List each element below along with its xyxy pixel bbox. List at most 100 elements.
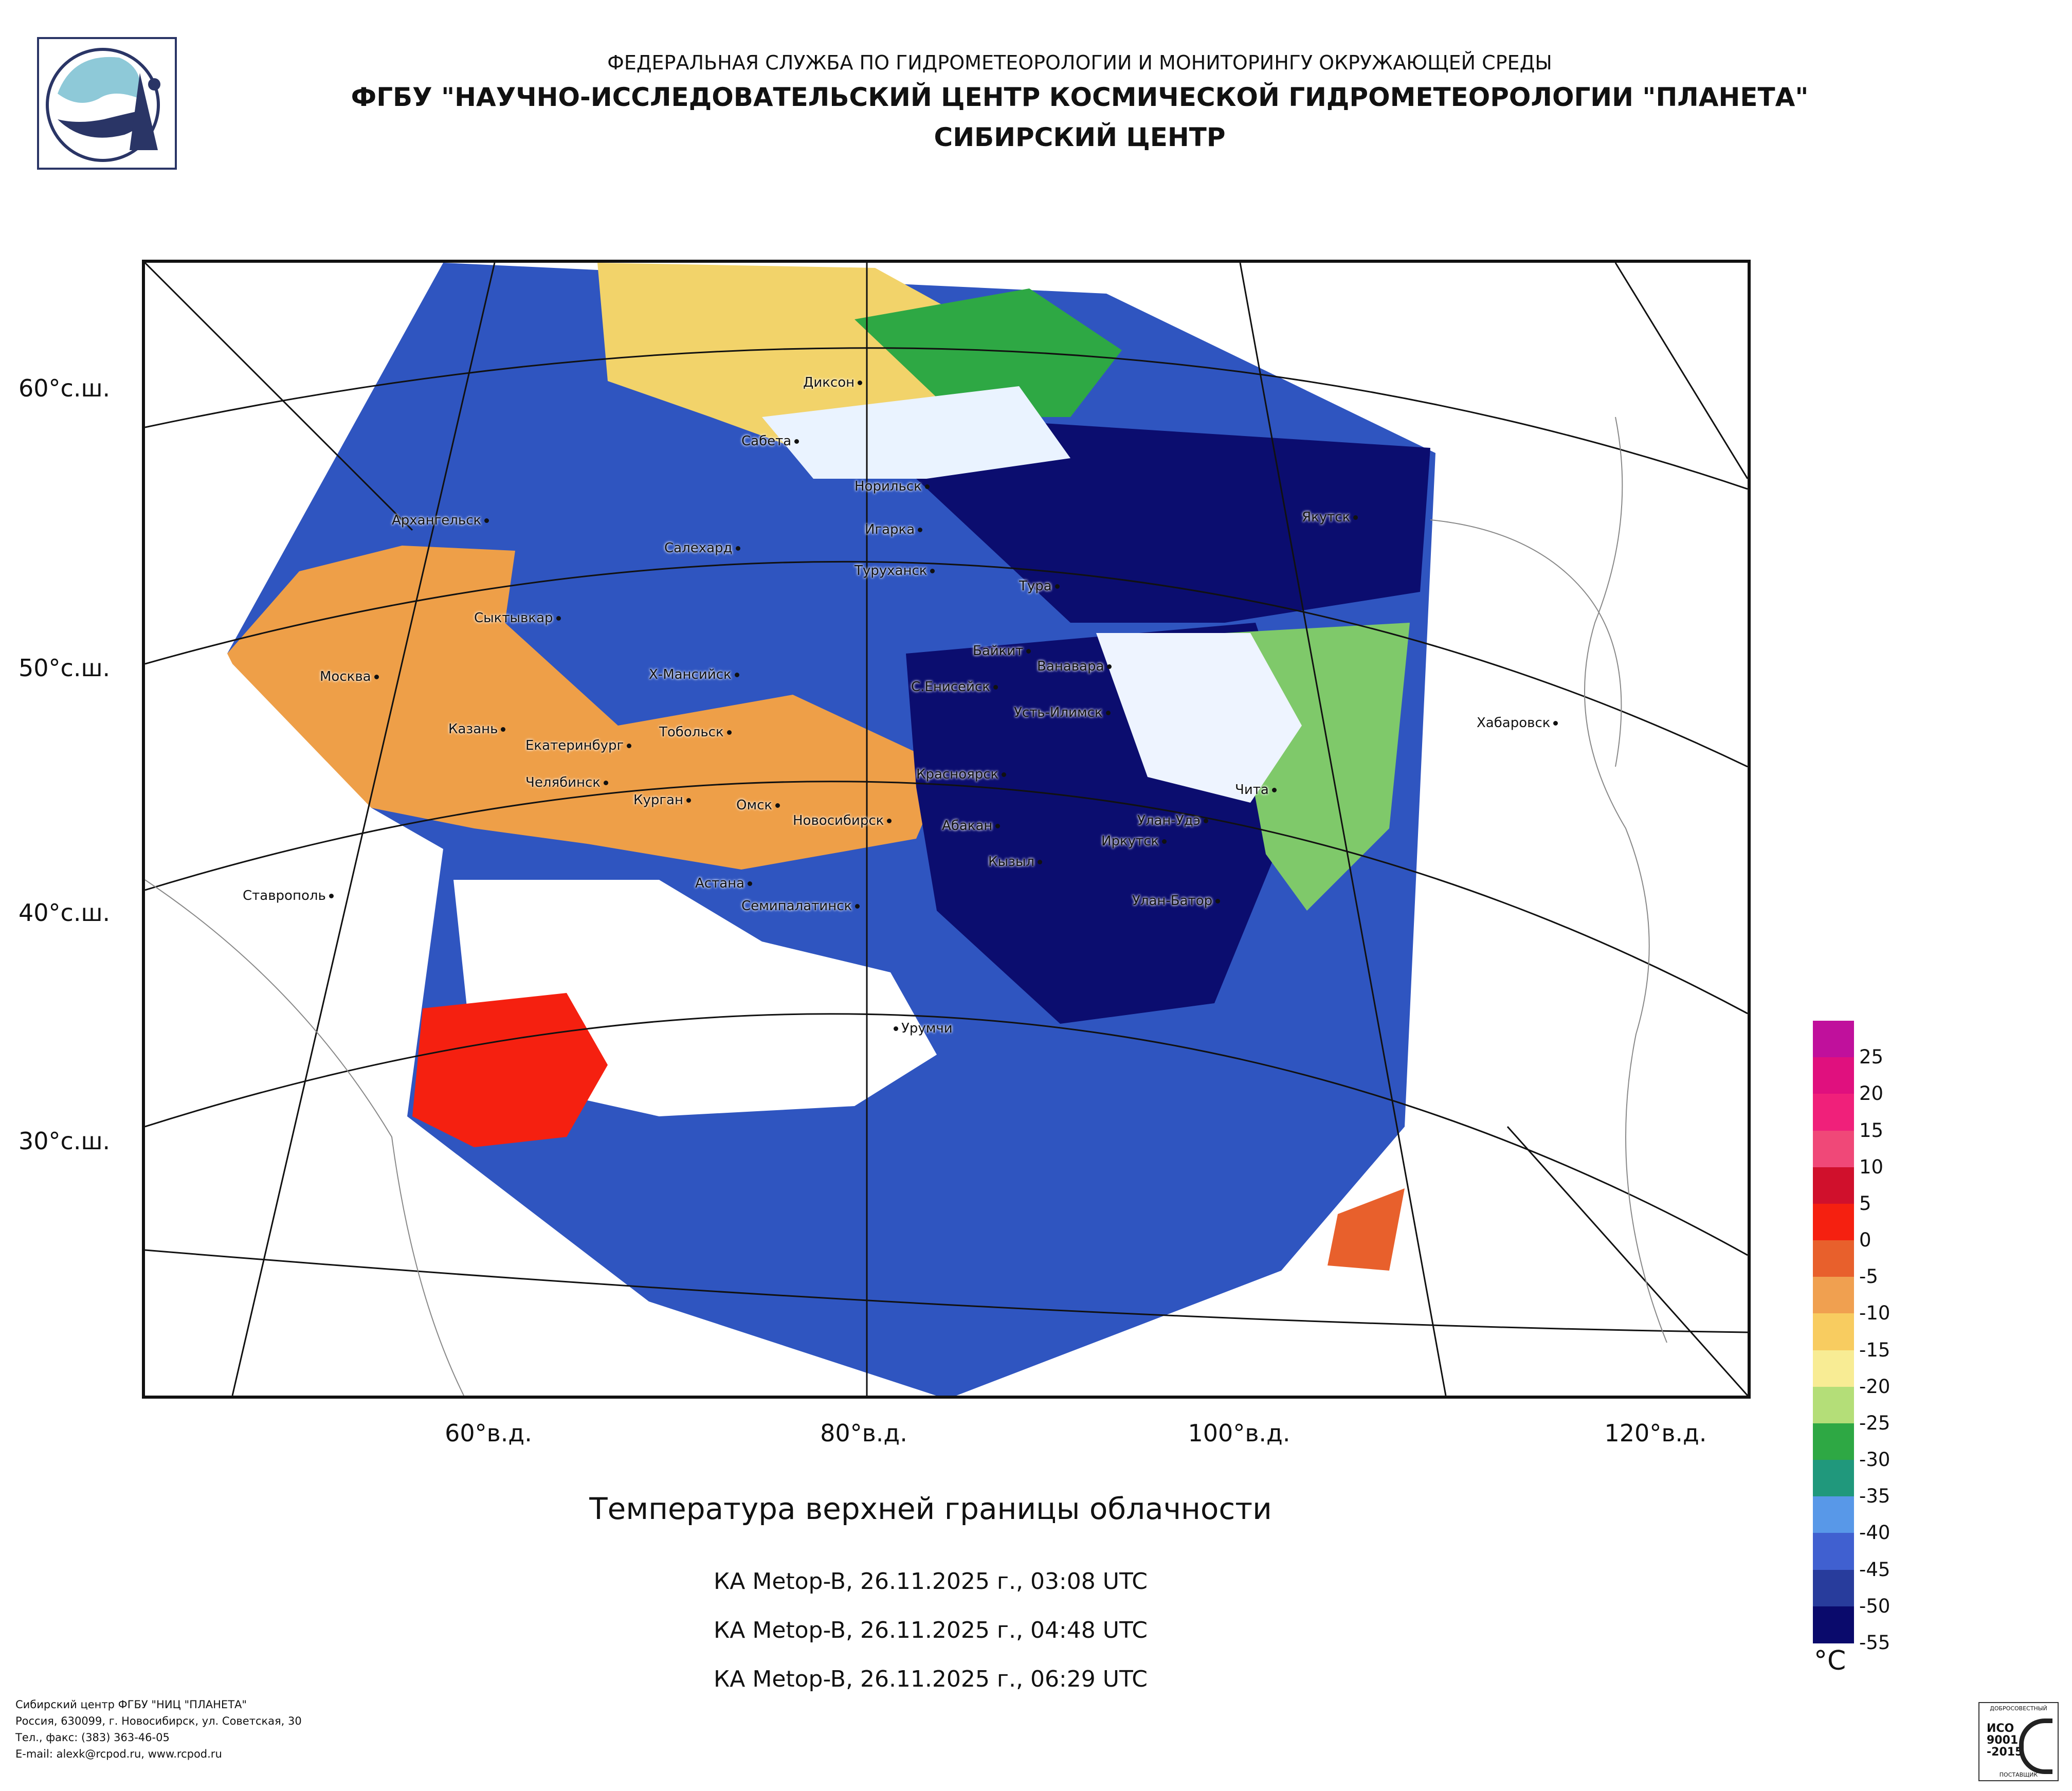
footer-line: E-mail: alexk@rcpod.ru, www.rcpod.ru <box>15 1748 222 1760</box>
city-label: Казань <box>448 721 508 737</box>
legend-swatch <box>1813 1021 1854 1058</box>
city-label: Диксон <box>803 375 865 390</box>
legend-label: -20 <box>1859 1375 1891 1398</box>
legend-swatch <box>1813 1057 1854 1095</box>
legend-swatch <box>1813 1167 1854 1204</box>
footer-line: Сибирский центр ФГБУ "НИЦ "ПЛАНЕТА" <box>15 1698 247 1711</box>
city-label: Улан-Батор <box>1132 893 1223 909</box>
city-label: Новосибирск <box>793 813 895 828</box>
city-label: Сабета <box>741 433 802 449</box>
latitude-label: 50°с.ш. <box>19 654 111 682</box>
longitude-label: 100°в.д. <box>1188 1419 1291 1447</box>
city-label: Х-Мансийск <box>649 667 742 682</box>
city-label: Урумчи <box>890 1021 953 1036</box>
legend-label: -55 <box>1859 1632 1891 1654</box>
cloud-top-temperature-map: Диксон Сабета Норильск Якутск Архангельс… <box>142 260 1751 1399</box>
center-name: СИБИРСКИЙ ЦЕНТР <box>934 122 1226 152</box>
legend-label: -25 <box>1859 1412 1891 1434</box>
iso-top: ДОБРОСОВЕСТНЫЙ <box>1990 1705 2047 1712</box>
legend-swatch <box>1813 1423 1854 1461</box>
satellite-pass: КА Metop-B, 26.11.2025 г., 06:29 UTC <box>714 1666 1148 1692</box>
iso-line: 9001 <box>1987 1734 2019 1747</box>
legend-label: 15 <box>1859 1119 1884 1142</box>
city-label: Абакан <box>942 818 1003 834</box>
legend-label: -45 <box>1859 1558 1891 1581</box>
city-label: Игарка <box>865 522 925 537</box>
legend-swatch <box>1813 1460 1854 1497</box>
city-label: Екатеринбург <box>525 738 634 753</box>
city-label: Москва <box>320 669 382 684</box>
institute-name: ФГБУ "НАУЧНО-ИССЛЕДОВАТЕЛЬСКИЙ ЦЕНТР КОС… <box>351 82 1809 112</box>
legend-swatch <box>1813 1094 1854 1131</box>
iso-line: ИСО <box>1987 1722 2014 1735</box>
map-canvas <box>145 263 1748 1396</box>
latitude-label: 30°с.ш. <box>19 1127 111 1155</box>
legend-label: -30 <box>1859 1449 1891 1471</box>
city-label: Салехард <box>664 540 743 556</box>
legend-label: 20 <box>1859 1082 1884 1105</box>
legend-swatch <box>1813 1533 1854 1570</box>
city-label: Челябинск <box>525 775 611 790</box>
city-label: Архангельск <box>392 513 492 528</box>
iso-bottom: ПОСТАВЩИК <box>1999 1771 2038 1778</box>
city-label: Байкит <box>973 643 1034 659</box>
footer-line: Тел., факс: (383) 363-46-05 <box>15 1731 170 1744</box>
city-label: Улан-Удэ <box>1137 813 1211 828</box>
city-label: Усть-Илимск <box>1014 705 1114 720</box>
legend-unit: °C <box>1814 1645 1846 1676</box>
city-label: Хабаровск <box>1477 715 1561 731</box>
legend-swatch <box>1813 1277 1854 1314</box>
city-label: Кызыл <box>988 854 1045 870</box>
city-label: Сыктывкар <box>474 610 564 626</box>
longitude-label: 120°в.д. <box>1604 1419 1707 1447</box>
legend-swatch <box>1813 1313 1854 1351</box>
agency-name: ФЕДЕРАЛЬНАЯ СЛУЖБА ПО ГИДРОМЕТЕОРОЛОГИИ … <box>607 51 1552 74</box>
legend-swatch <box>1813 1569 1854 1607</box>
city-label: Якутск <box>1302 510 1361 525</box>
iso-text: ИСО 9001 -2015 <box>1987 1723 2023 1758</box>
iso-certificate-badge: ДОБРОСОВЕСТНЫЙ ИСО 9001 -2015 ПОСТАВЩИК <box>1978 1702 2059 1781</box>
city-label: Норильск <box>855 479 933 494</box>
city-label: Туруханск <box>855 563 938 578</box>
longitude-label: 80°в.д. <box>820 1419 907 1447</box>
latitude-label: 40°с.ш. <box>19 899 111 927</box>
city-label: Омск <box>736 798 783 813</box>
legend-label: -15 <box>1859 1338 1891 1361</box>
legend-label: -35 <box>1859 1485 1891 1508</box>
legend-label: -40 <box>1859 1522 1891 1544</box>
legend-swatch <box>1813 1203 1854 1241</box>
graticule <box>145 263 1748 1396</box>
product-title: Температура верхней границы облачности <box>589 1491 1272 1526</box>
city-label: Иркутск <box>1101 834 1170 849</box>
city-label: Семипалатинск <box>741 898 863 914</box>
legend-label: 25 <box>1859 1046 1884 1069</box>
city-label: Ванавара <box>1037 659 1115 674</box>
legend-label: 0 <box>1859 1229 1871 1252</box>
iso-line: -2015 <box>1987 1746 2023 1759</box>
satellite-pass: КА Metop-B, 26.11.2025 г., 03:08 UTC <box>714 1568 1148 1595</box>
legend-label: 10 <box>1859 1155 1884 1178</box>
city-label: Чита <box>1235 782 1280 798</box>
borders <box>145 417 1667 1396</box>
city-label: Красноярск <box>916 767 1009 782</box>
legend-swatch <box>1813 1240 1854 1278</box>
longitude-label: 60°в.д. <box>445 1419 532 1447</box>
legend-label: -10 <box>1859 1302 1891 1325</box>
city-label: Курган <box>633 792 694 808</box>
temperature-legend <box>1813 1021 1854 1643</box>
legend-label: 5 <box>1859 1192 1871 1215</box>
city-label: Ставрополь <box>243 888 337 903</box>
legend-swatch <box>1813 1130 1854 1168</box>
city-label: Астана <box>695 876 755 891</box>
footer-line: Россия, 630099, г. Новосибирск, ул. Сове… <box>15 1715 302 1727</box>
satellite-swath <box>227 263 1435 1396</box>
city-label: С.Енисейск <box>911 679 1001 695</box>
legend-swatch <box>1813 1606 1854 1643</box>
satellite-pass: КА Metop-B, 26.11.2025 г., 04:48 UTC <box>714 1617 1148 1643</box>
legend-swatch <box>1813 1350 1854 1387</box>
planeta-logo <box>37 37 177 170</box>
city-label: Тура <box>1019 578 1063 594</box>
city-label: Тобольск <box>659 725 735 740</box>
legend-label: -5 <box>1859 1265 1878 1288</box>
legend-swatch <box>1813 1496 1854 1534</box>
